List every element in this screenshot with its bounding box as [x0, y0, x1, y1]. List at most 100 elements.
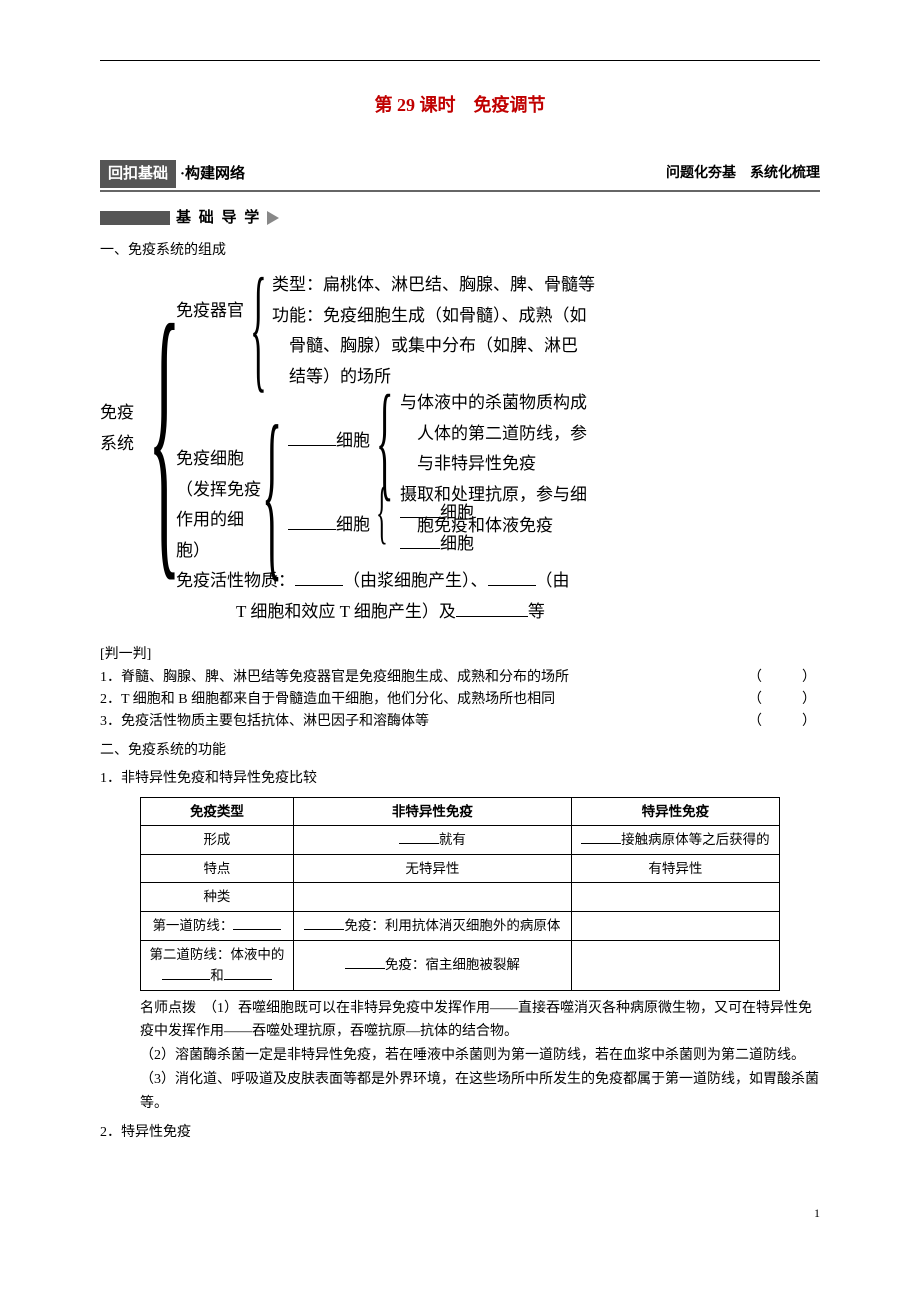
diagram-cell-label: 免疫细胞（发挥免疫作用的细胞）: [176, 444, 266, 566]
judge-paren: （ ）: [748, 689, 820, 711]
fill-blank: [288, 428, 336, 447]
table-row: 特点 无特异性 有特异性: [141, 854, 780, 883]
table-cell: [293, 883, 571, 912]
diagram-line: 细胞: [400, 498, 600, 529]
text: 细胞: [336, 431, 370, 450]
fill-blank: [295, 568, 343, 587]
table-row: 第二道防线：体液中的和 免疫：宿主细胞被裂解: [141, 940, 780, 990]
diagram-line: 与体液中的杀菌物质构成: [400, 388, 680, 419]
table-header: 非特异性免疫: [293, 797, 571, 826]
judge-item: 1．脊髓、胸腺、脾、淋巴结等免疫器官是免疫细胞生成、成熟和分布的场所 （ ）: [100, 667, 820, 689]
section-2-title: 二、免疫系统的功能: [100, 740, 820, 762]
note-text: （3）消化道、呼吸道及皮肤表面等都是外界环境，在这些场所中所发生的免疫都属于第一…: [140, 1072, 819, 1111]
fill-blank: [400, 530, 440, 549]
fill-blank: [345, 954, 385, 969]
table-row: 免疫类型 非特异性免疫 特异性免疫: [141, 797, 780, 826]
judge-paren: （ ）: [748, 711, 820, 733]
note-text: （1）吞噬细胞既可以在非特异免疫中发挥作用——直接吞噬消灭各种病原微生物，又可在…: [140, 1001, 812, 1040]
text: 免疫活性物质：: [176, 571, 295, 590]
fill-blank: [456, 598, 528, 617]
fill-blank: [400, 500, 440, 519]
table-cell: 免疫：宿主细胞被裂解: [293, 940, 571, 990]
text: （由浆细胞产生）、: [343, 571, 488, 590]
diagram-organ-label: 免疫器官: [176, 296, 244, 327]
table-cell: 第二道防线：体液中的和: [141, 940, 294, 990]
diagram-blank-cell-2: 细胞: [288, 510, 370, 541]
immune-system-diagram: 免疫系统 { 免疫器官 { 类型：扁桃体、淋巴结、胸腺、脾、骨髓等 功能：免疫细…: [100, 268, 820, 638]
table-cell: 种类: [141, 883, 294, 912]
diagram-line: 功能：免疫细胞生成（如骨髓）、成熟（如: [272, 301, 772, 332]
table-cell: 无特异性: [293, 854, 571, 883]
lesson-title: 第 29 课时 免疫调节: [100, 91, 820, 120]
text: 就有: [439, 832, 466, 847]
diagram-line: 免疫活性物质： （由浆细胞产生）、 （由: [176, 566, 776, 597]
judge-paren: （ ）: [748, 667, 820, 689]
subheading-arrow-icon: [267, 211, 279, 225]
fill-blank: [288, 512, 336, 531]
table-cell: [571, 911, 779, 940]
judge-title: [判一判]: [100, 644, 820, 666]
diagram-line: 骨髓、胸腺）或集中分布（如脾、淋巴: [272, 331, 772, 362]
diagram-line: 与非特异性免疫: [400, 449, 680, 480]
judge-item: 3．免疫活性物质主要包括抗体、淋巴因子和溶酶体等 （ ）: [100, 711, 820, 733]
table-row: 第一道防线： 免疫：利用抗体消灭细胞外的病原体: [141, 911, 780, 940]
text: （由: [536, 571, 570, 590]
table-cell: 特点: [141, 854, 294, 883]
section-bar-right: 问题化夯基 系统化梳理: [666, 163, 820, 185]
fill-blank: [304, 915, 344, 930]
judge-text: 2．T 细胞和 B 细胞都来自于骨髓造血干细胞，他们分化、成熟场所也相同: [100, 689, 748, 711]
fill-blank: [488, 568, 536, 587]
judge-block: [判一判] 1．脊髓、胸腺、脾、淋巴结等免疫器官是免疫细胞生成、成熟和分布的场所…: [100, 644, 820, 734]
fill-blank: [399, 829, 439, 844]
judge-item: 2．T 细胞和 B 细胞都来自于骨髓造血干细胞，他们分化、成熟场所也相同 （ ）: [100, 689, 820, 711]
text: 细胞: [336, 515, 370, 534]
brace-icon: {: [376, 478, 388, 548]
diagram-line: T 细胞和效应 T 细胞产生）及 等: [176, 597, 776, 628]
table-header: 免疫类型: [141, 797, 294, 826]
note-text: （2）溶菌酶杀菌一定是非特异性免疫，若在唾液中杀菌则为第一道防线，若在血浆中杀菌…: [140, 1048, 805, 1063]
table-row: 形成 就有 接触病原体等之后获得的: [141, 826, 780, 855]
fill-blank: [233, 915, 281, 930]
brace-icon: {: [250, 258, 267, 398]
subheading-bar: [100, 211, 170, 225]
section-bar-mid: ·构建网络: [180, 162, 245, 186]
brace-icon: {: [262, 398, 282, 588]
subheading: 基 础 导 学: [100, 206, 820, 230]
table-cell: [571, 883, 779, 912]
text: 免疫：利用抗体消灭细胞外的病原体: [344, 918, 560, 933]
section-bar: 回扣基础 ·构建网络 问题化夯基 系统化梳理: [100, 160, 820, 192]
table-cell: 形成: [141, 826, 294, 855]
fill-blank: [581, 829, 621, 844]
text: 第二道防线：体液中的: [149, 947, 284, 962]
diagram-organ-block: 类型：扁桃体、淋巴结、胸腺、脾、骨髓等 功能：免疫细胞生成（如骨髓）、成熟（如 …: [272, 270, 772, 392]
fill-blank: [162, 965, 210, 980]
diagram-blankcell2-block: 细胞 细胞: [400, 498, 600, 559]
text: 第一道防线：: [152, 918, 233, 933]
table-cell: 第一道防线：: [141, 911, 294, 940]
judge-text: 3．免疫活性物质主要包括抗体、淋巴因子和溶酶体等: [100, 711, 748, 733]
page-number: 1: [100, 1204, 820, 1223]
diagram-blank-cell-1: 细胞: [288, 426, 370, 457]
table-row: 种类: [141, 883, 780, 912]
fill-blank: [224, 965, 272, 980]
comparison-table: 免疫类型 非特异性免疫 特异性免疫 形成 就有 接触病原体等之后获得的 特点 无…: [140, 797, 780, 991]
text: T 细胞和效应 T 细胞产生）及: [236, 602, 456, 621]
diagram-root: 免疫系统: [100, 398, 144, 459]
text: 等: [528, 602, 545, 621]
section-2-sub2: 2．特异性免疫: [100, 1122, 820, 1144]
section-1-title: 一、免疫系统的组成: [100, 240, 820, 262]
diagram-active-substance: 免疫活性物质： （由浆细胞产生）、 （由 T 细胞和效应 T 细胞产生）及 等: [176, 566, 776, 627]
page-top-rule: [100, 60, 820, 61]
diagram-line: 细胞: [400, 529, 600, 560]
text: 免疫：宿主细胞被裂解: [385, 957, 520, 972]
diagram-line: 类型：扁桃体、淋巴结、胸腺、脾、骨髓等: [272, 270, 772, 301]
table-cell: 免疫：利用抗体消灭细胞外的病原体: [293, 911, 571, 940]
section-2-sub1: 1．非特异性免疫和特异性免疫比较: [100, 768, 820, 790]
diagram-line: 人体的第二道防线，参: [400, 419, 680, 450]
table-cell: [571, 940, 779, 990]
table-header: 特异性免疫: [571, 797, 779, 826]
subheading-text: 基 础 导 学: [176, 206, 261, 230]
section-bar-left: 回扣基础: [100, 160, 176, 188]
judge-text: 1．脊髓、胸腺、脾、淋巴结等免疫器官是免疫细胞生成、成熟和分布的场所: [100, 667, 748, 689]
text: 和: [210, 968, 224, 983]
